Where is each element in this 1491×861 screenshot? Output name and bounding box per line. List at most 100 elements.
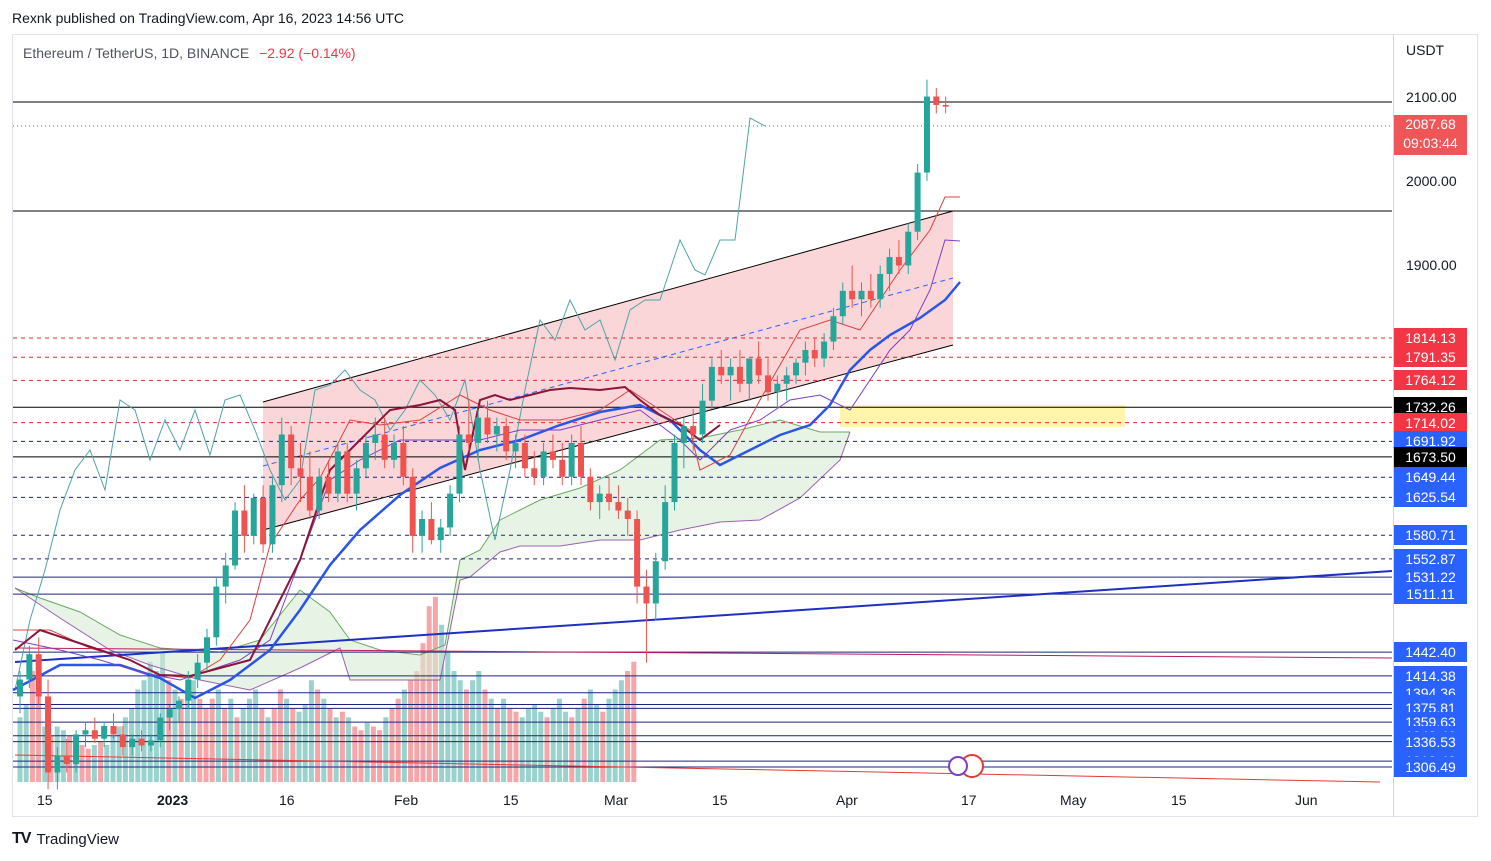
time-axis-tick: Jun bbox=[1295, 792, 1318, 808]
volume-bar bbox=[389, 708, 395, 782]
candle-body bbox=[549, 451, 556, 460]
price-level-tag[interactable]: 1442.40 bbox=[1394, 642, 1467, 663]
candle-body bbox=[802, 349, 809, 363]
volume-bar bbox=[432, 597, 438, 782]
volume-bar bbox=[544, 717, 550, 782]
volume-bar bbox=[457, 680, 463, 782]
candle-body bbox=[849, 290, 856, 300]
price-level-tag[interactable]: 1814.13 bbox=[1394, 328, 1467, 349]
volume-bar bbox=[556, 698, 562, 782]
price-level-tag[interactable]: 1764.12 bbox=[1394, 370, 1467, 391]
candle-body bbox=[867, 290, 874, 300]
price-change: −2.92 (−0.14%) bbox=[259, 45, 356, 61]
candle-body bbox=[147, 740, 154, 746]
candle-body bbox=[783, 375, 790, 384]
candle-body bbox=[269, 485, 276, 545]
candle-body bbox=[727, 366, 734, 376]
symbol-title: Ethereum / TetherUS, 1D, BINANCE bbox=[23, 45, 250, 61]
price-axis-currency: USDT bbox=[1406, 42, 1445, 58]
candle-body bbox=[26, 654, 33, 680]
price-axis-separator bbox=[1393, 34, 1394, 817]
price-axis-tick: 2100.00 bbox=[1406, 88, 1457, 105]
time-axis-tick: Feb bbox=[394, 792, 419, 808]
volume-bar bbox=[91, 745, 97, 782]
price-level-tag[interactable]: 1691.92 bbox=[1394, 431, 1467, 452]
candle-body bbox=[886, 257, 893, 274]
candle-body bbox=[91, 730, 98, 739]
volume-bar bbox=[513, 711, 519, 782]
candle-body bbox=[606, 493, 613, 503]
volume-bar bbox=[563, 711, 569, 782]
volume-bar bbox=[327, 708, 333, 782]
candle-body bbox=[101, 726, 108, 739]
volume-bar bbox=[383, 717, 389, 782]
volume-bar bbox=[259, 708, 265, 782]
candle-body bbox=[157, 717, 164, 741]
time-axis-tick: 15 bbox=[1171, 792, 1187, 808]
channel-bottom-line bbox=[262, 344, 954, 531]
volume-bar bbox=[395, 698, 401, 782]
price-level-tag[interactable]: 1552.87 bbox=[1394, 548, 1467, 569]
volume-bar bbox=[581, 698, 587, 782]
volume-bar bbox=[339, 711, 345, 782]
candle-body bbox=[793, 362, 800, 376]
magenta-trend-line bbox=[14, 647, 1393, 659]
ichimoku-span-a bbox=[14, 419, 850, 656]
price-level-tag[interactable]: 1306.49 bbox=[1394, 757, 1467, 777]
candle-body bbox=[437, 527, 444, 541]
candle-body bbox=[877, 273, 884, 300]
price-level-tag[interactable]: 1625.54 bbox=[1394, 487, 1467, 508]
volume-bar bbox=[234, 717, 240, 782]
candle-body bbox=[288, 434, 295, 469]
volume-bar bbox=[594, 704, 600, 782]
price-level-tag[interactable]: 1673.50 bbox=[1394, 446, 1467, 467]
candle-body bbox=[755, 358, 762, 376]
price-level-tag[interactable]: 1714.02 bbox=[1394, 412, 1467, 433]
candle-body bbox=[316, 476, 323, 511]
price-level-tag[interactable]: 1580.71 bbox=[1394, 525, 1467, 546]
candle-body bbox=[531, 468, 538, 477]
price-level-tag[interactable]: 1732.26 bbox=[1394, 397, 1467, 418]
candle-body bbox=[409, 476, 416, 536]
candle-body bbox=[17, 679, 23, 697]
volume-bar bbox=[197, 698, 203, 782]
candle-body bbox=[456, 434, 463, 494]
price-level-tag[interactable]: 1511.11 bbox=[1394, 584, 1467, 605]
last-price-tag[interactable]: 2087.68 09:03:44 bbox=[1394, 115, 1467, 155]
symbol-legend: Ethereum / TetherUS, 1D, BINANCE −2.92 (… bbox=[23, 45, 356, 61]
volume-bar bbox=[352, 726, 358, 782]
candle-body bbox=[475, 417, 482, 443]
long-trend-line bbox=[14, 570, 1393, 663]
volume-bar bbox=[36, 680, 42, 782]
candle-body bbox=[559, 459, 566, 477]
volume-bar bbox=[203, 708, 209, 782]
volume-bar bbox=[29, 671, 35, 782]
rising-channel bbox=[263, 211, 953, 530]
price-level-tag[interactable]: 1791.35 bbox=[1394, 347, 1467, 368]
candle-body bbox=[671, 442, 678, 503]
candle-body bbox=[895, 257, 902, 266]
candle-body bbox=[503, 426, 510, 452]
volume-bar bbox=[166, 680, 172, 782]
candle-body bbox=[194, 662, 201, 680]
volume-bar bbox=[346, 717, 352, 782]
candle-body bbox=[465, 434, 472, 443]
candle-body bbox=[765, 375, 771, 393]
candle-body bbox=[699, 400, 706, 435]
price-level-tag[interactable]: 1531.22 bbox=[1394, 567, 1467, 588]
candle-body bbox=[512, 442, 519, 452]
candle-body bbox=[662, 502, 669, 562]
volume-bar bbox=[451, 671, 457, 782]
price-level-tag[interactable]: 1414.38 bbox=[1394, 665, 1467, 686]
price-level-tag[interactable]: 1649.44 bbox=[1394, 467, 1467, 488]
horizontal-levels bbox=[13, 337, 1392, 768]
tradingview-footer[interactable]: TV TradingView bbox=[12, 830, 119, 848]
volume-bar bbox=[358, 730, 364, 782]
volume-bar bbox=[488, 698, 494, 782]
price-level-tag[interactable]: 1336.53 bbox=[1394, 731, 1467, 752]
volume-bar bbox=[377, 730, 383, 782]
candle-body bbox=[306, 476, 313, 511]
ichimoku-cloud bbox=[15, 420, 850, 690]
volume-bar bbox=[116, 726, 122, 782]
